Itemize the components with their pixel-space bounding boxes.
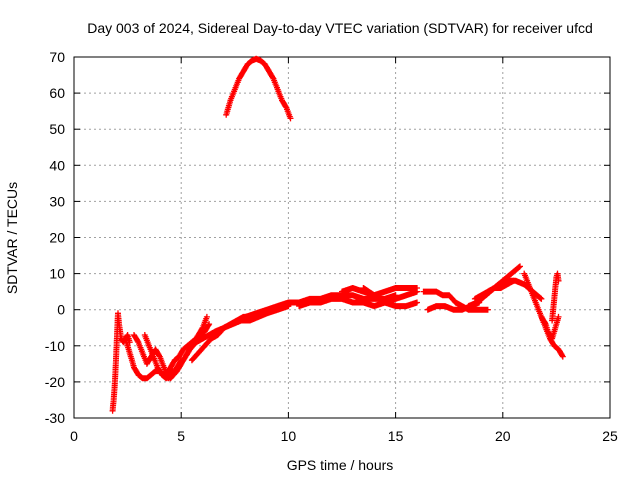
series-arc-6 (167, 303, 292, 382)
series-arc-11 (296, 288, 420, 310)
y-tick-label: 60 (49, 85, 65, 101)
series-arc-9 (223, 55, 294, 122)
y-tick-label: 50 (49, 121, 65, 137)
series-markers (471, 277, 517, 302)
series-markers (141, 332, 174, 382)
x-tick-label: 20 (495, 428, 511, 444)
y-tick-label: -30 (45, 410, 65, 426)
series-markers (538, 313, 562, 342)
series-markers (182, 313, 210, 360)
series-arc-13 (360, 285, 420, 310)
series-markers (167, 303, 292, 382)
grid-layer (74, 57, 610, 418)
series-arc-4 (141, 332, 174, 382)
y-tick-label: 40 (49, 157, 65, 173)
series-markers (549, 270, 562, 324)
x-tick-label: 10 (281, 428, 297, 444)
y-tick-label: 20 (49, 230, 65, 246)
series-markers (223, 55, 294, 122)
y-axis-label: SDTVAR / TECUs (4, 182, 20, 294)
y-tick-label: -10 (45, 338, 65, 354)
y-tick-label: 0 (57, 302, 65, 318)
series-arc-21 (549, 270, 562, 324)
series-arc-18 (471, 277, 517, 302)
x-axis-label: GPS time / hours (287, 457, 394, 473)
series-markers (109, 310, 133, 414)
x-tick-label: 5 (177, 428, 185, 444)
series-layer (109, 55, 566, 414)
y-tick-label: -20 (45, 374, 65, 390)
series-arc-20 (538, 313, 562, 342)
series-arc-8 (182, 313, 210, 360)
chart-title: Day 003 of 2024, Sidereal Day-to-day VTE… (87, 20, 593, 36)
ticks-layer: 0 5 10 15 20 25 -30 -20 -10 0 10 20 30 40 50 60 70 (45, 49, 618, 444)
series-markers (360, 285, 420, 310)
x-tick-label: 15 (388, 428, 404, 444)
series-markers (296, 288, 420, 310)
y-tick-label: 30 (49, 193, 65, 209)
y-tick-label: 70 (49, 49, 65, 65)
x-tick-label: 25 (602, 428, 618, 444)
series-arc-1 (109, 310, 133, 414)
x-tick-label: 0 (70, 428, 78, 444)
y-tick-label: 10 (49, 266, 65, 282)
